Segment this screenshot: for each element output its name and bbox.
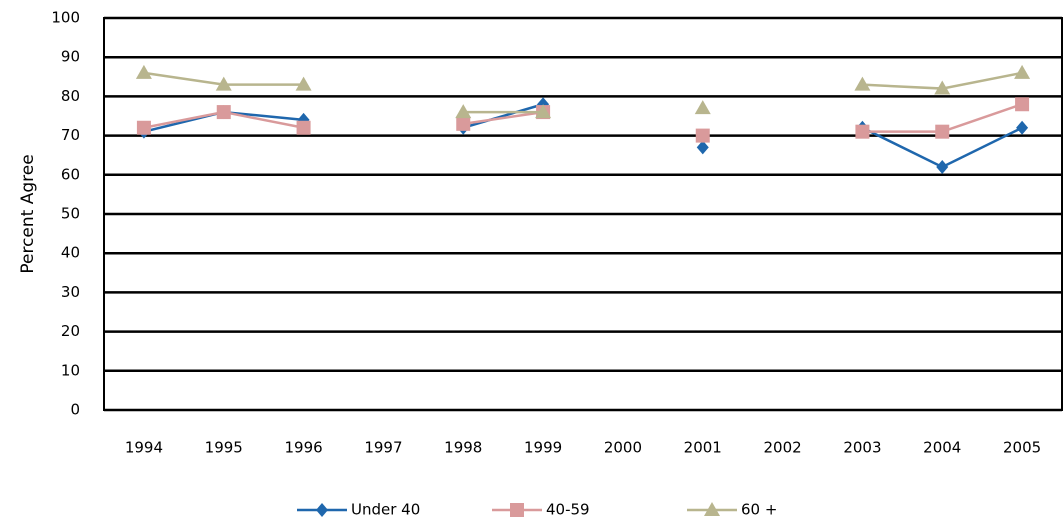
marker xyxy=(295,76,312,91)
legend-marker xyxy=(316,503,328,517)
y-tick-label: 30 xyxy=(61,283,80,301)
marker xyxy=(854,76,871,91)
legend-label: Under 40 xyxy=(351,501,420,519)
marker xyxy=(215,76,232,91)
x-tick-label: 2004 xyxy=(923,439,961,457)
marker xyxy=(1016,120,1029,135)
y-tick-label: 80 xyxy=(61,87,80,105)
y-tick-label: 50 xyxy=(61,205,80,223)
marker xyxy=(455,104,472,119)
series-line xyxy=(143,71,1023,114)
x-tick-label: 2003 xyxy=(843,439,881,457)
y-tick-label: 20 xyxy=(61,322,80,340)
legend-marker xyxy=(704,502,720,516)
marker xyxy=(535,104,552,119)
x-tick-label: 1999 xyxy=(524,439,562,457)
legend-marker xyxy=(510,503,524,517)
x-tick-label: 2001 xyxy=(684,439,722,457)
x-tick-label: 1995 xyxy=(205,439,243,457)
x-tick-label: 1996 xyxy=(284,439,322,457)
marker xyxy=(456,116,471,131)
y-tick-label: 70 xyxy=(61,126,80,144)
y-tick-label: 10 xyxy=(61,361,80,379)
marker xyxy=(216,105,231,120)
x-tick-label: 2002 xyxy=(763,439,801,457)
marker xyxy=(136,120,151,135)
marker xyxy=(695,128,710,143)
legend-label: 60 + xyxy=(741,501,777,519)
marker xyxy=(1014,64,1031,79)
y-axis-label: Percent Agree xyxy=(18,154,38,273)
marker xyxy=(694,100,711,115)
legend-label: 40-59 xyxy=(546,501,590,519)
marker xyxy=(936,159,949,174)
plot-border xyxy=(103,17,1063,411)
marker xyxy=(934,80,951,95)
x-tick-label: 1998 xyxy=(444,439,482,457)
y-tick-label: 60 xyxy=(61,165,80,183)
x-tick-label: 2000 xyxy=(604,439,642,457)
y-tick-label: 100 xyxy=(51,9,80,27)
y-tick-label: 0 xyxy=(70,401,80,419)
x-tick-label: 2005 xyxy=(1003,439,1041,457)
marker xyxy=(696,140,709,155)
x-tick-label: 1994 xyxy=(125,439,163,457)
y-tick-label: 90 xyxy=(61,48,80,66)
marker xyxy=(296,120,311,135)
marker xyxy=(855,124,870,139)
marker xyxy=(1015,97,1030,112)
y-tick-label: 40 xyxy=(61,244,80,262)
marker xyxy=(935,124,950,139)
marker xyxy=(135,64,152,79)
x-tick-label: 1997 xyxy=(364,439,402,457)
